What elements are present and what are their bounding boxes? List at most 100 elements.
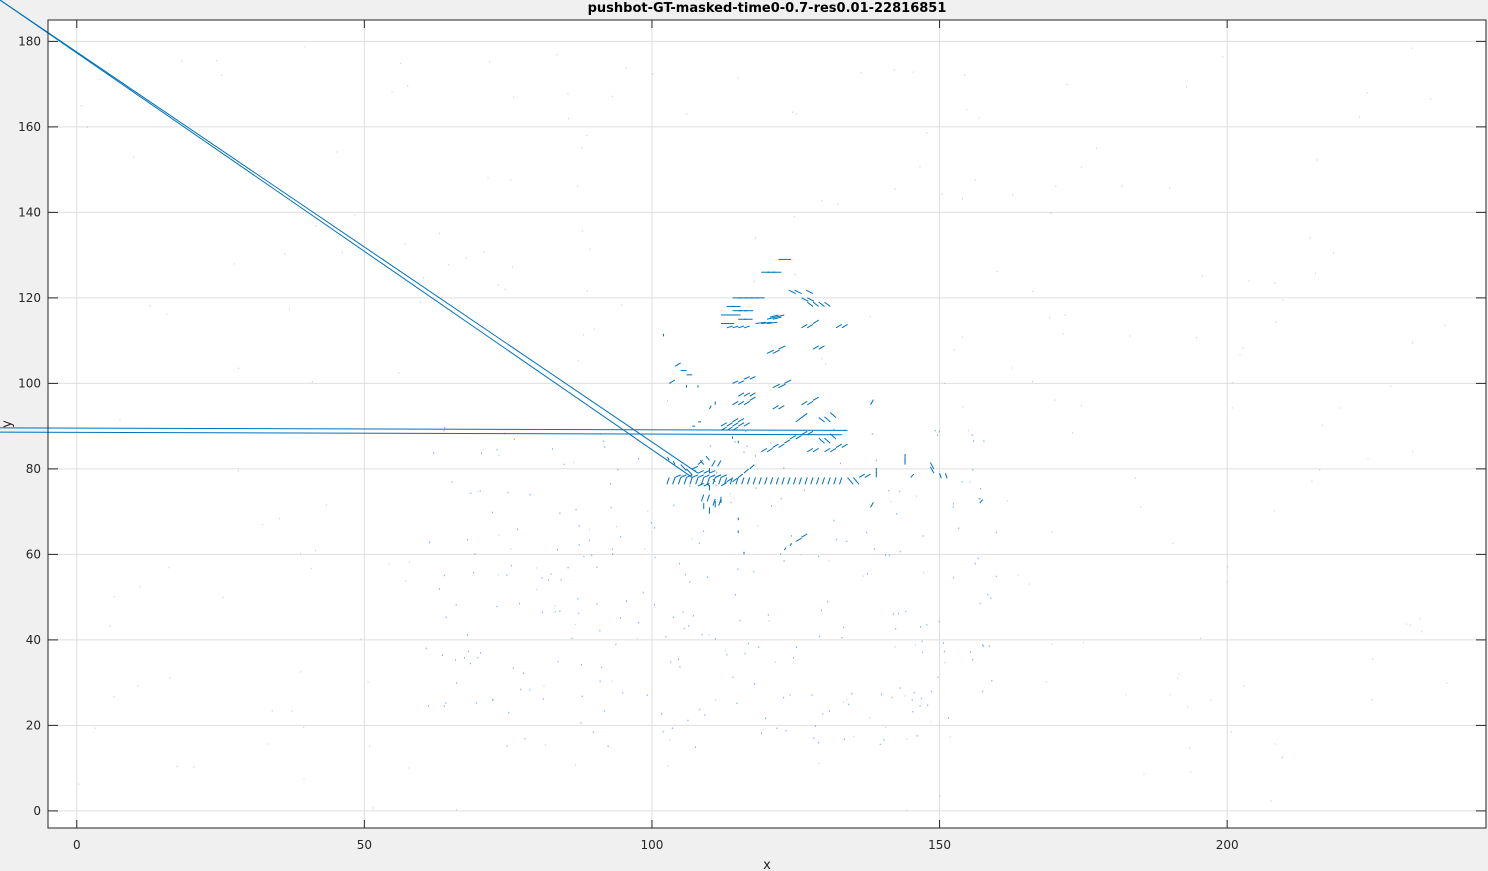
flow-vector	[810, 477, 814, 485]
flow-vector	[801, 533, 808, 538]
flow-vector	[692, 465, 699, 470]
flow-vector	[801, 297, 809, 302]
flow-vector	[717, 460, 722, 467]
flow-vector	[769, 314, 779, 318]
flow-vector	[818, 301, 825, 307]
flow-vector	[699, 460, 705, 465]
flow-vector	[769, 477, 774, 485]
flow-vector	[812, 447, 820, 453]
flow-vector	[795, 435, 802, 440]
y-tick-label: 0	[33, 804, 41, 818]
flow-vector	[812, 319, 820, 324]
flow-vector	[697, 470, 704, 474]
flow-vector	[821, 477, 825, 485]
flow-vector	[789, 542, 793, 547]
flow-vector	[760, 447, 768, 453]
y-tick-label: 80	[26, 462, 41, 476]
flow-vector	[732, 325, 739, 329]
event-dots	[78, 46, 1448, 812]
flow-vector	[711, 460, 716, 467]
flow-vector	[812, 301, 820, 307]
y-tick-label: 60	[26, 547, 41, 561]
flow-vector	[737, 422, 745, 427]
flow-vector	[737, 400, 745, 406]
flow-vector	[674, 362, 681, 367]
flow-vector	[732, 477, 738, 483]
flow-vector	[737, 392, 745, 397]
flow-vector	[741, 477, 745, 485]
flow-vector	[746, 477, 751, 485]
flow-vector	[743, 400, 750, 406]
flow-vector	[737, 418, 745, 423]
flow-vector	[815, 477, 820, 485]
flow-vector	[0, 431, 842, 436]
flow-vector	[743, 422, 750, 427]
flow-vector	[712, 477, 716, 485]
flow-vector	[766, 316, 776, 320]
flow-vector	[705, 455, 710, 461]
flow-vector	[0, 0, 699, 474]
flow-vector	[929, 462, 935, 470]
flow-vector	[709, 474, 716, 478]
flow-vector	[715, 474, 722, 478]
flow-vector	[666, 477, 670, 485]
flow-vector	[674, 474, 681, 478]
flow-vector	[847, 477, 854, 485]
flow-vector	[784, 379, 792, 384]
flow-vector	[726, 477, 733, 483]
flow-vector	[801, 400, 808, 406]
flow-vector	[766, 349, 775, 354]
flow-vector	[827, 477, 831, 485]
flow-vector	[749, 396, 756, 401]
flow-vector	[695, 477, 699, 485]
flow-vector	[732, 422, 739, 427]
x-tick-label: 150	[928, 838, 951, 852]
flow-vector	[766, 447, 774, 453]
flow-vector	[841, 443, 848, 448]
flow-vector	[835, 323, 843, 329]
y-tick-label: 20	[26, 718, 41, 732]
flow-vector	[0, 427, 848, 431]
flow-vector	[794, 289, 802, 295]
flow-vector	[778, 405, 785, 410]
flow-vector	[806, 301, 814, 307]
flow-vector	[944, 473, 948, 479]
flow-vector	[743, 392, 750, 397]
flow-vector	[979, 499, 984, 504]
flow-vector	[830, 447, 837, 453]
flow-vector	[738, 380, 745, 384]
flow-vector	[758, 477, 762, 485]
flow-vector	[783, 547, 787, 551]
flow-vector	[718, 477, 722, 485]
flow-vector	[720, 482, 727, 487]
flow-vector	[829, 412, 837, 418]
y-axis-label: y	[0, 420, 15, 428]
flow-vector	[668, 379, 676, 384]
flow-vector	[798, 477, 802, 485]
flow-vector	[686, 468, 693, 476]
flow-vector	[703, 474, 710, 478]
flow-vector	[870, 501, 874, 508]
flow-vector	[833, 477, 837, 485]
flow-vector	[712, 498, 716, 506]
flow-vector	[870, 399, 874, 406]
y-tick-label: 40	[26, 633, 41, 647]
flow-vector	[858, 473, 866, 478]
flow-vector	[732, 418, 739, 423]
flow-vector	[775, 477, 779, 485]
flow-vector	[761, 321, 772, 325]
flow-vector	[697, 474, 704, 478]
flow-vector	[784, 439, 791, 444]
flow-vector	[680, 464, 687, 471]
flow-vector	[749, 376, 756, 380]
flow-vector	[812, 345, 820, 350]
flow-vector	[772, 405, 779, 410]
flow-vector	[667, 456, 670, 461]
flow-vector	[706, 477, 710, 485]
flow-vector	[732, 380, 739, 384]
x-tick-label: 0	[73, 838, 81, 852]
flow-vector	[778, 345, 786, 350]
flow-vector	[818, 437, 825, 444]
flow-vector	[743, 376, 750, 380]
